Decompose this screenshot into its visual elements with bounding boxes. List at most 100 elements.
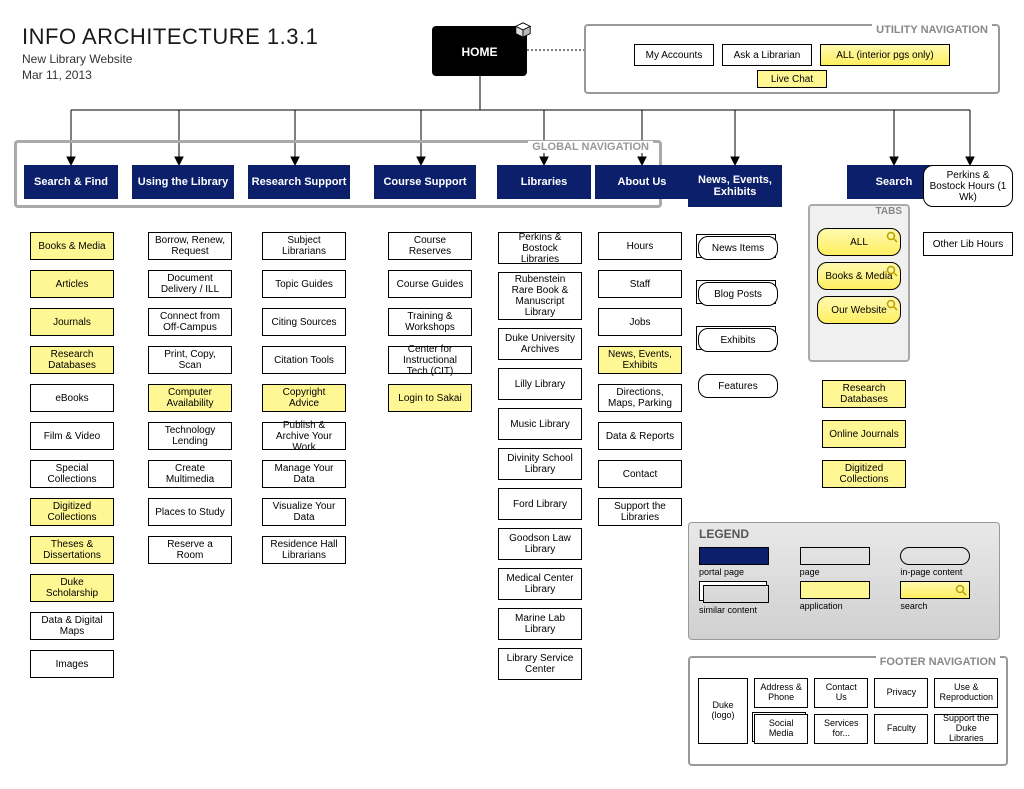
tab-0: ALL	[817, 228, 901, 256]
item-c3-6: Manage Your Data	[262, 460, 346, 488]
portal-1: Using the Library	[132, 165, 234, 199]
perkins-hours: Perkins & Bostock Hours (1 Wk)	[923, 165, 1013, 207]
tabs-panel: TABS ALL Books & Media Our Website	[808, 204, 910, 362]
live-chat: Live Chat	[757, 70, 827, 88]
news-item-2: Exhibits	[698, 328, 778, 352]
portal-0: Search & Find	[24, 165, 118, 199]
item-c6-3: News, Events, Exhibits	[598, 346, 682, 374]
news-item-3: Features	[698, 374, 778, 398]
page-title: INFO ARCHITECTURE 1.3.1	[22, 24, 318, 50]
column-5: Hours Staff Jobs News, Events, Exhibits Dire…	[598, 232, 682, 536]
item-c3-7: Visualize Your Data	[262, 498, 346, 526]
column-0: Books & MediaArticlesJournalsResearch Da…	[30, 232, 114, 688]
item-c2-1: Document Delivery / ILL	[148, 270, 232, 298]
column-1: Borrow, Renew, Request Document Delivery …	[148, 232, 232, 574]
item-c4-4: Login to Sakai	[388, 384, 472, 412]
item-c5-10: Library Service Center	[498, 648, 582, 680]
item-c5-6: Ford Library	[498, 488, 582, 520]
item-c6-7: Support the Libraries	[598, 498, 682, 526]
portal-3: Course Support	[374, 165, 476, 199]
item-c2-0: Borrow, Renew, Request	[148, 232, 232, 260]
item-c3-1: Topic Guides	[262, 270, 346, 298]
tabs-label: TABS	[876, 206, 902, 217]
ask-librarian: Ask a Librarian	[722, 44, 812, 66]
footer-social: Social Media	[754, 714, 808, 744]
legend-4: application	[800, 581, 889, 615]
item-c1-4: eBooks	[30, 384, 114, 412]
item-c2-2: Connect from Off-Campus	[148, 308, 232, 336]
legend-2: in-page content	[900, 547, 989, 577]
footer-privacy: Privacy	[874, 678, 928, 708]
legend-panel: LEGEND portal pagepagein-page contentsim…	[688, 522, 1000, 640]
item-c4-1: Course Guides	[388, 270, 472, 298]
item-c1-3: Research Databases	[30, 346, 114, 374]
footer-contact: Contact Us	[814, 678, 868, 708]
legend-5: search	[900, 581, 989, 615]
column-3: Course Reserves Course Guides Training & W…	[388, 232, 472, 422]
item-c1-2: Journals	[30, 308, 114, 336]
item-c6-6: Contact	[598, 460, 682, 488]
other-lib-hours: Other Lib Hours	[923, 232, 1013, 256]
item-c3-4: Copyright Advice	[262, 384, 346, 412]
item-c1-9: Duke Scholarship	[30, 574, 114, 602]
tab-2: Our Website	[817, 296, 901, 324]
home-node: HOME	[432, 26, 527, 76]
item-c1-5: Film & Video	[30, 422, 114, 450]
column-4: Perkins & Bostock Libraries Rubenstein Ra…	[498, 232, 582, 688]
item-c4-3: Center for Instructional Tech (CIT)	[388, 346, 472, 374]
item-c6-2: Jobs	[598, 308, 682, 336]
item-c2-8: Reserve a Room	[148, 536, 232, 564]
footer-services: Services for...	[814, 714, 868, 744]
portal-2: Research Support	[248, 165, 350, 199]
footer-faculty: Faculty	[874, 714, 928, 744]
item-c5-5: Divinity School Library	[498, 448, 582, 480]
item-c5-1: Rubenstein Rare Book & Manuscript Librar…	[498, 272, 582, 320]
item-c6-0: Hours	[598, 232, 682, 260]
item-c6-5: Data & Reports	[598, 422, 682, 450]
item-c5-9: Marine Lab Library	[498, 608, 582, 640]
item-c2-4: Computer Availability	[148, 384, 232, 412]
portal-4: Libraries	[497, 165, 591, 199]
title-block: INFO ARCHITECTURE 1.3.1 New Library Webs…	[22, 24, 318, 82]
item-c6-4: Directions, Maps, Parking	[598, 384, 682, 412]
item-c1-1: Articles	[30, 270, 114, 298]
item-c3-0: Subject Librarians	[262, 232, 346, 260]
footer-support: Support the Duke Libraries	[934, 714, 998, 744]
footer-use: Use & Reproduction	[934, 678, 998, 708]
subtitle-2: Mar 11, 2013	[22, 68, 318, 82]
search-extra-0: Research Databases	[822, 380, 906, 408]
legend-title: LEGEND	[699, 527, 989, 541]
item-c5-3: Lilly Library	[498, 368, 582, 400]
item-c4-0: Course Reserves	[388, 232, 472, 260]
item-c6-1: Staff	[598, 270, 682, 298]
item-c5-8: Medical Center Library	[498, 568, 582, 600]
item-c5-7: Goodson Law Library	[498, 528, 582, 560]
item-c1-6: Special Collections	[30, 460, 114, 488]
tab-1: Books & Media	[817, 262, 901, 290]
item-c5-2: Duke University Archives	[498, 328, 582, 360]
item-c3-5: Publish & Archive Your Work	[262, 422, 346, 450]
item-c2-6: Create Multimedia	[148, 460, 232, 488]
item-c1-8: Theses & Dissertations	[30, 536, 114, 564]
item-c3-8: Residence Hall Librarians	[262, 536, 346, 564]
item-c1-7: Digitized Collections	[30, 498, 114, 526]
news-item-1: Blog Posts	[698, 282, 778, 306]
search-extra-1: Online Journals	[822, 420, 906, 448]
footer-label: FOOTER NAVIGATION	[876, 656, 1000, 668]
duke-logo: Duke (logo)	[698, 678, 748, 744]
footer-panel: FOOTER NAVIGATION Duke (logo) Address & …	[688, 656, 1008, 766]
item-c1-10: Data & Digital Maps	[30, 612, 114, 640]
portal-news: News, Events, Exhibits	[688, 165, 782, 207]
news-item-0: News Items	[698, 236, 778, 260]
legend-3: similar content	[699, 581, 788, 615]
legend-0: portal page	[699, 547, 788, 577]
global-label: GLOBAL NAVIGATION	[528, 141, 653, 153]
utility-label: UTILITY NAVIGATION	[872, 24, 992, 36]
item-c5-0: Perkins & Bostock Libraries	[498, 232, 582, 264]
item-c1-11: Images	[30, 650, 114, 678]
item-c3-3: Citation Tools	[262, 346, 346, 374]
item-c4-2: Training & Workshops	[388, 308, 472, 336]
utility-all-search: ALL (interior pgs only)	[820, 44, 950, 66]
portal-5: About Us	[595, 165, 689, 199]
footer-address: Address & Phone	[754, 678, 808, 708]
